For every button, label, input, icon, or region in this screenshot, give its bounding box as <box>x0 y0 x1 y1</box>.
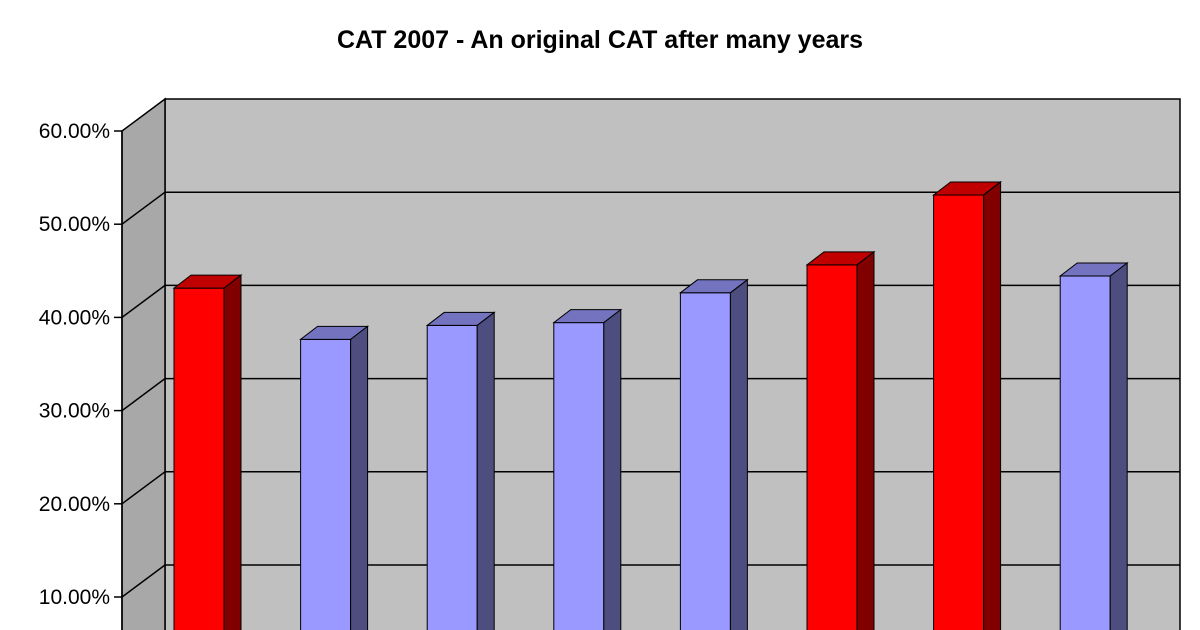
gridline-depth <box>121 191 166 225</box>
gridline-depth <box>121 564 166 598</box>
bar-side <box>476 311 495 630</box>
bar-side <box>1109 262 1128 630</box>
gridline-depth <box>121 284 166 319</box>
bar-side <box>350 325 369 630</box>
gridline-depth <box>121 377 166 412</box>
bar-side <box>223 274 242 630</box>
bar-side <box>729 278 748 630</box>
y-tick-label: 50.00% <box>39 213 110 236</box>
bar-front <box>679 292 731 630</box>
side-wall <box>121 97 166 630</box>
bar-front <box>426 324 478 630</box>
bar-front <box>300 338 352 630</box>
bar-side <box>856 250 875 630</box>
y-tick-label: 40.00% <box>39 306 110 329</box>
bar-front <box>173 287 225 630</box>
bar-front <box>1059 275 1111 630</box>
y-tick-label: 10.00% <box>39 586 110 609</box>
bar-front <box>933 194 985 630</box>
chart-title: CAT 2007 - An original CAT after many ye… <box>336 26 864 54</box>
y-tick-label: 20.00% <box>39 493 110 516</box>
bar-side <box>983 180 1002 630</box>
y-tick-label: 30.00% <box>39 400 110 423</box>
gridline-depth <box>121 471 166 505</box>
y-tick-label: 60.00% <box>39 120 110 143</box>
bar-front <box>806 264 858 630</box>
bar-side <box>603 308 622 630</box>
bar-front <box>553 322 605 630</box>
